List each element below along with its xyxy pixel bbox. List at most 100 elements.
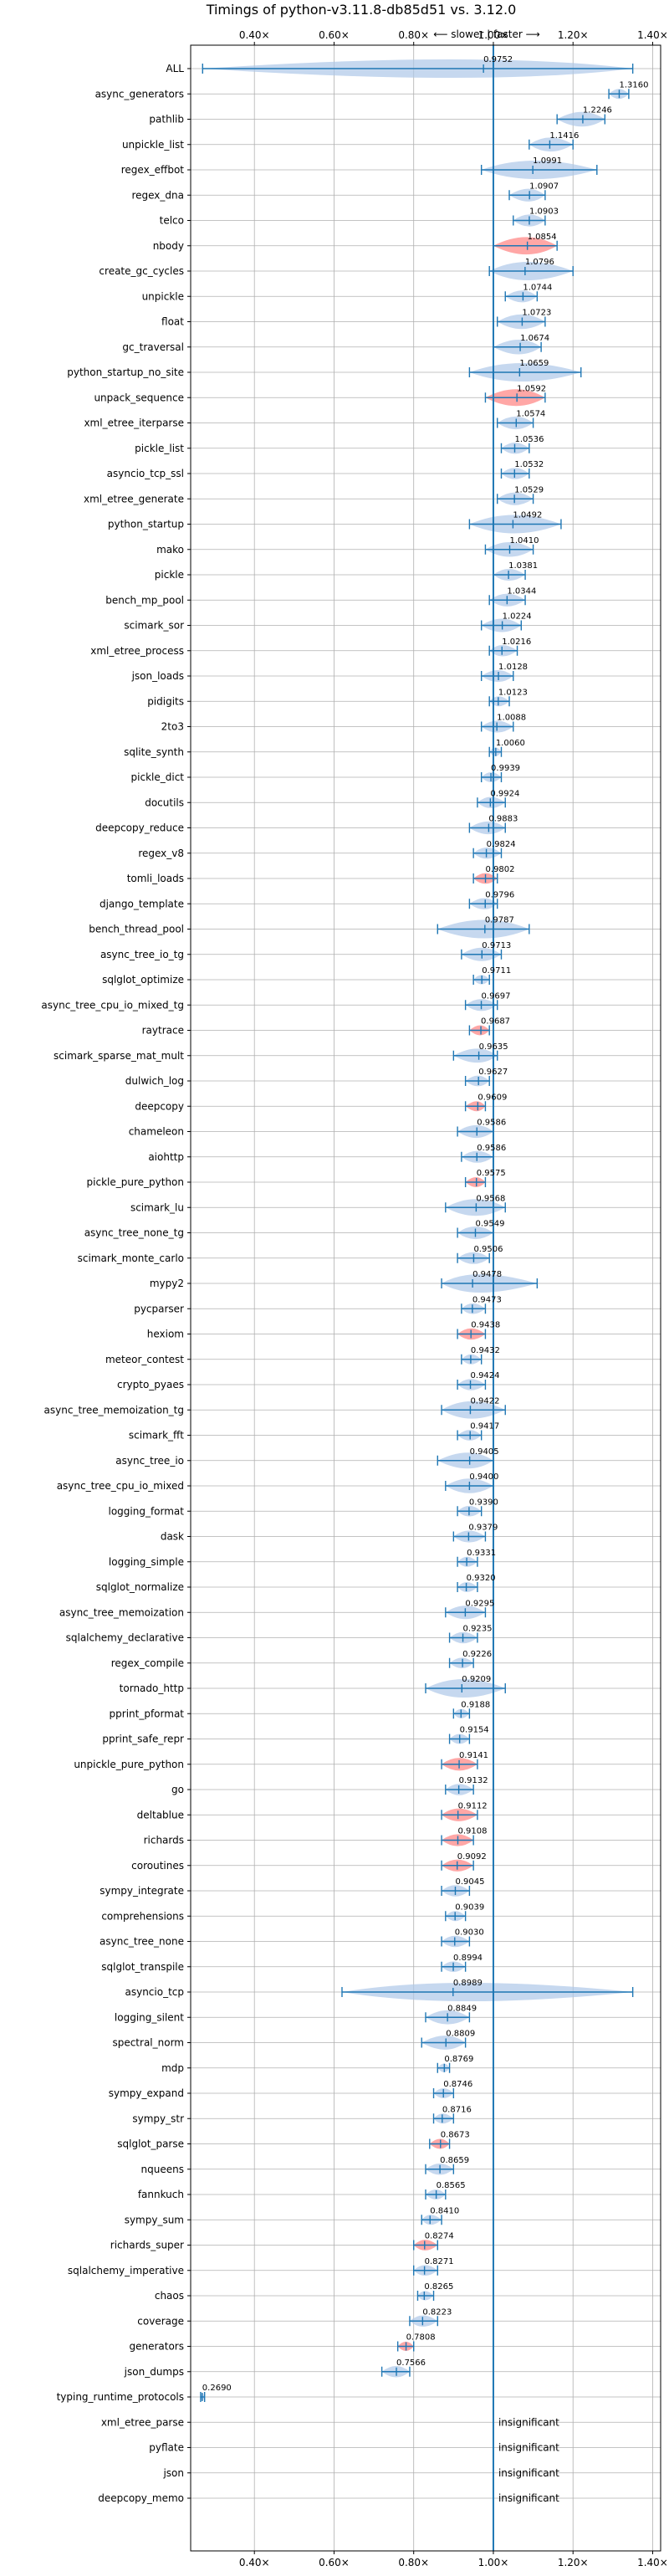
value-label: 0.8274 [425,2232,454,2241]
value-label: 0.9627 [478,1068,508,1077]
value-label: 1.3160 [619,80,648,90]
benchmark-name-label: bench_thread_pool [89,924,184,935]
value-label: 0.9092 [457,1852,487,1862]
value-label: 0.9405 [470,1447,499,1457]
benchmark-name-label: mako [156,544,184,556]
value-label: 0.9635 [479,1042,508,1052]
value-label: 1.0744 [523,283,552,292]
value-label: 0.8659 [440,2156,469,2165]
benchmark-name-label: async_tree_none_tg [84,1227,184,1239]
value-label: 0.9939 [491,764,520,773]
value-label: 0.9711 [482,966,511,976]
benchmark-name-label: deepcopy [135,1100,184,1112]
benchmark-name-label: regex_dna [131,189,184,201]
benchmark-name-label: sqlalchemy_declarative [66,1632,184,1644]
value-label: 0.9787 [485,916,514,925]
value-label: 0.9824 [487,840,516,849]
value-label: 0.9132 [459,1776,488,1785]
value-label: 1.0529 [514,485,544,494]
benchmark-name-label: scimark_sparse_mat_mult [54,1050,184,1062]
benchmark-name-label: spectral_norm [112,2037,184,2049]
value-label: 1.0216 [502,638,531,647]
value-label: 0.9506 [473,1245,503,1254]
benchmark-name-label: go [171,1784,184,1795]
value-label: 1.0123 [498,688,528,697]
benchmark-name-label: mypy2 [150,1278,184,1289]
value-label: 0.9924 [490,789,519,798]
insignificant-label: insignificant [498,2492,559,2504]
value-label: 0.8989 [453,1979,483,1988]
value-label: 0.8271 [425,2257,454,2266]
value-label: 0.7808 [406,2333,436,2343]
benchmark-name-label: asyncio_tcp_ssl [107,468,184,479]
benchmark-name-label: deepcopy_memo [98,2492,184,2504]
value-label: 0.8265 [424,2282,453,2292]
value-label: 0.8746 [443,2080,472,2089]
benchmark-name-label: unpickle_pure_python [74,1759,184,1770]
benchmark-name-label: raytrace [142,1025,184,1037]
value-label: 0.9108 [457,1827,487,1836]
insignificant-label: insignificant [498,2416,559,2428]
benchmark-name-label: nbody [153,240,184,252]
x-tick-label-bottom: 1.20× [558,2557,589,2568]
benchmark-name-label: xml_etree_iterparse [84,417,184,429]
x-tick-label-bottom: 1.40× [637,2557,668,2568]
benchmark-name-label: float [161,316,184,328]
insignificant-label: insignificant [498,2467,559,2479]
benchmark-name-label: regex_compile [111,1657,184,1669]
value-label: 0.9379 [468,1524,498,1533]
x-tick-label-bottom: 1.00× [478,2557,509,2568]
benchmark-name-label: richards [144,1835,184,1846]
benchmark-name-label: ALL [166,63,184,74]
benchmark-name-label: pickle_dict [131,771,185,783]
value-label: 1.0907 [529,182,559,191]
value-label: 0.9478 [472,1270,502,1279]
value-label: 0.9473 [472,1295,502,1304]
value-label: 0.9331 [467,1549,496,1558]
benchmark-name-label: asyncio_tcp [125,1986,184,1998]
value-label: 0.9112 [458,1801,488,1810]
benchmark-name-label: pickle_pure_python [87,1176,184,1188]
benchmark-name-label: docutils [145,796,184,808]
benchmark-name-label: async_generators [95,88,184,100]
benchmark-name-label: hexiom [147,1329,184,1340]
value-label: 1.0854 [528,233,557,242]
value-label: 0.9568 [476,1194,505,1203]
benchmark-name-label: create_gc_cycles [99,265,184,277]
benchmark-name-label: xml_etree_parse [101,2416,184,2428]
value-label: 0.9752 [483,55,513,64]
benchmark-name-label: coroutines [131,1860,184,1872]
benchmark-name-label: crypto_pyaes [117,1379,184,1390]
value-label: 1.0344 [507,586,536,596]
benchmark-name-label: unpickle [142,290,184,302]
benchmark-name-label: scimark_fft [129,1430,184,1442]
violin-layer [200,59,634,2402]
benchmark-name-label: pickle_list [135,443,184,454]
insignificant-label: insignificant [498,2442,559,2454]
benchmark-name-label: xml_etree_process [90,645,184,657]
benchmark-name-label: generators [129,2341,184,2353]
benchmark-name-label: scimark_monte_carlo [78,1252,184,1264]
value-label: 1.0574 [516,410,545,419]
value-label: 1.0492 [513,511,542,520]
benchmark-name-label: deepcopy_reduce [95,822,184,834]
benchmark-name-label: fannkuch [138,2189,184,2200]
value-label: 0.9390 [469,1498,498,1507]
value-label: 1.0410 [509,536,539,545]
benchmark-name-label: json_dumps [124,2366,184,2378]
benchmark-name-label: json [162,2467,184,2479]
benchmark-name-label: pyflate [149,2442,184,2454]
value-label: 0.9141 [459,1751,488,1760]
chart-title: Timings of python-v3.11.8-db85d51 vs. 3.… [206,2,517,18]
axis-tick-layer: 0.40× 0.40× 0.60× 0.60× 0.80× 0.80× 1.00× 1.00×… [41,29,667,2568]
value-label: 0.9039 [455,1903,484,1912]
direction-label: ⟵ slower | faster ⟶ [433,28,540,40]
benchmark-name-label: logging_format [108,1505,184,1517]
value-label: 1.0536 [514,435,544,444]
value-label: 0.9586 [477,1144,506,1153]
value-label: 1.0224 [503,612,532,622]
x-tick-label-top: 1.00× [478,29,509,41]
benchmark-name-label: mdp [161,2062,184,2074]
x-tick-label-bottom: 0.60× [319,2557,350,2568]
value-label: 0.9549 [475,1220,504,1229]
